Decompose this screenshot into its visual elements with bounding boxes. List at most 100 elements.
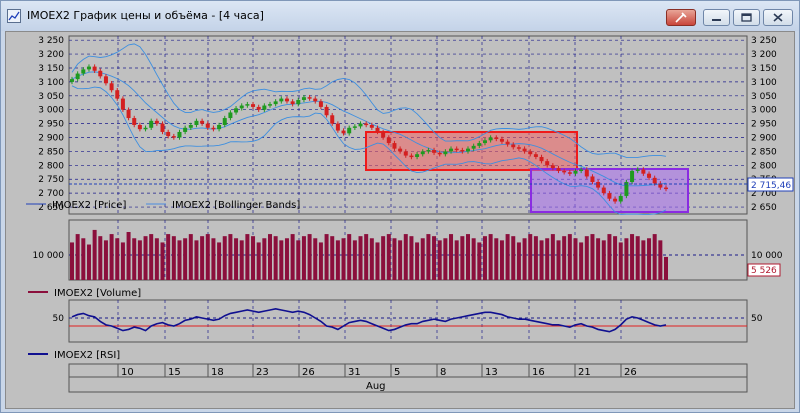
candle-body <box>556 168 561 171</box>
candle-body <box>511 144 516 148</box>
candle-body <box>601 187 606 194</box>
candle-body <box>647 173 652 178</box>
volume-bar <box>630 234 635 280</box>
price-tick-label: 3 250 <box>38 36 64 46</box>
volume-bar <box>590 234 595 280</box>
volume-bar <box>149 234 154 280</box>
volume-bar <box>460 236 465 280</box>
restore-icon <box>741 13 752 22</box>
volume-bar <box>381 236 386 280</box>
price-tick-label: 3 150 <box>751 64 777 74</box>
volume-bar <box>109 234 114 280</box>
volume-bar <box>358 236 363 280</box>
close-button[interactable] <box>763 9 793 26</box>
candle-body <box>403 151 408 156</box>
day-label: 26 <box>302 367 315 378</box>
price-tick-label: 2 650 <box>751 203 777 213</box>
volume-bar <box>98 236 103 280</box>
candle-body <box>103 76 108 84</box>
volume-bar <box>550 234 555 280</box>
legend-price-label: IMOEX2 [Price] <box>52 200 126 211</box>
candle-body <box>222 118 227 125</box>
volume-bar <box>166 234 171 280</box>
day-label: 15 <box>168 367 181 378</box>
volume-bar <box>256 242 261 280</box>
volume-bar <box>154 238 159 280</box>
candle-body <box>352 126 357 128</box>
candle-body <box>460 150 465 152</box>
day-label: 10 <box>121 367 134 378</box>
volume-bar <box>296 240 301 280</box>
volume-bar <box>454 240 459 280</box>
candle-body <box>132 118 137 125</box>
price-tick-label: 3 200 <box>38 50 64 60</box>
volume-bar <box>533 236 538 280</box>
volume-bar <box>211 238 216 280</box>
maximize-button[interactable] <box>733 9 760 26</box>
volume-bar <box>171 236 176 280</box>
volume-bar <box>613 236 618 280</box>
price-tick-label: 3 100 <box>38 78 64 88</box>
volume-bar <box>443 238 448 280</box>
rsi-grid <box>117 300 622 342</box>
volume-bar <box>160 242 165 280</box>
candle-body <box>477 143 482 146</box>
volume-bar <box>103 240 108 280</box>
candle-body <box>398 148 403 152</box>
day-label: 8 <box>440 367 446 378</box>
volume-bar <box>652 234 657 280</box>
candle-body <box>251 104 256 107</box>
volume-bar <box>120 242 125 280</box>
volume-bar <box>279 240 284 280</box>
volume-bar <box>516 242 521 280</box>
close-icon <box>773 13 783 22</box>
pin-icon <box>675 12 687 23</box>
title-bar[interactable]: IMOEX2 График цены и объёма - [4 часа] <box>1 1 799 31</box>
bollinger-band-line <box>71 43 667 158</box>
candle-body <box>516 147 521 149</box>
volume-bar <box>290 234 295 280</box>
last-price-label: 2 715,46 <box>751 181 791 191</box>
day-label: 23 <box>256 367 269 378</box>
volume-bar <box>284 238 289 280</box>
volume-bar <box>511 236 516 280</box>
time-axis[interactable] <box>68 363 748 393</box>
minimize-button[interactable] <box>703 9 730 26</box>
candle-body <box>562 170 567 173</box>
candle-body <box>268 104 272 106</box>
candle-body <box>607 193 612 199</box>
volume-bar <box>522 238 527 280</box>
candle-body <box>375 127 380 132</box>
legend-volume-label: IMOEX2 [Volume] <box>54 288 141 299</box>
rsi-plot-area[interactable] <box>68 299 748 343</box>
price-tick-label: 3 050 <box>38 92 64 102</box>
volume-bar <box>86 244 91 280</box>
pin-button[interactable] <box>666 9 696 26</box>
candle-body <box>545 161 550 166</box>
volume-bar <box>432 236 437 280</box>
purple-highlight-zone[interactable] <box>530 168 689 213</box>
volume-bar <box>539 240 544 280</box>
price-tick-label: 3 000 <box>38 106 64 116</box>
price-tick-label: 2 950 <box>38 120 64 130</box>
volume-bar <box>347 234 352 280</box>
volume-bar <box>398 240 403 280</box>
day-label: 31 <box>348 367 361 378</box>
volume-bar <box>579 242 584 280</box>
price-tick-label: 2 900 <box>751 134 777 144</box>
candle-body <box>482 140 487 144</box>
volume-bar <box>545 238 550 280</box>
volume-bar <box>437 240 442 280</box>
volume-bar <box>188 234 193 280</box>
volume-bar <box>664 256 668 280</box>
volume-bar <box>352 240 357 280</box>
chart-canvas[interactable]: 3 250 3 200 3 150 3 100 3 050 3 000 2 950 2 900… <box>6 32 794 408</box>
volume-bar <box>596 238 601 280</box>
candle-body <box>120 98 125 110</box>
candle-body <box>358 123 363 127</box>
day-label: 13 <box>485 367 498 378</box>
volume-bar <box>301 236 306 280</box>
rsi-line <box>71 308 667 333</box>
candle-body <box>177 131 182 138</box>
volume-bar <box>505 234 510 280</box>
